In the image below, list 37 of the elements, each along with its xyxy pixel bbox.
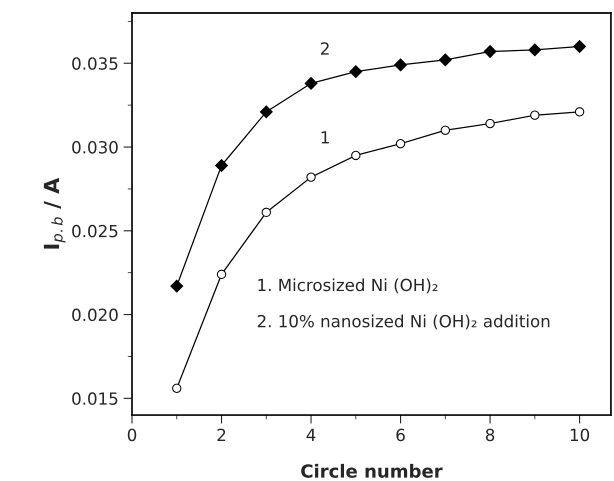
x-tick-label: 4: [306, 428, 316, 441]
point: [438, 53, 452, 66]
point: [396, 138, 406, 148]
x-tick-label: 2: [217, 428, 226, 441]
point: [530, 110, 540, 120]
point: [485, 118, 495, 128]
series-label: 2: [321, 42, 329, 55]
point: [262, 208, 271, 218]
point: [394, 58, 407, 72]
y-tick-label: 0.030: [72, 140, 118, 154]
point: [260, 105, 273, 118]
point: [216, 270, 226, 280]
annotation: 2. 10% nanosized Ni (OH)₂ addition: [258, 314, 550, 330]
y-tick-label: 0.025: [72, 224, 118, 238]
y-tick-label: 0.015: [72, 392, 118, 405]
point: [484, 45, 496, 58]
point: [440, 126, 450, 135]
point: [304, 76, 318, 90]
y-axis-title: I$_{p.b}$ / A: [44, 178, 66, 249]
x-tick-label: 0: [128, 428, 136, 442]
point: [528, 43, 542, 56]
point: [172, 384, 182, 393]
annotation: 1. Microsized Ni (OH)₂: [258, 278, 438, 294]
x-tick-label: 10: [570, 428, 590, 442]
point: [215, 159, 228, 172]
x-tick-label: 8: [486, 428, 494, 442]
point: [170, 280, 184, 293]
series-label: 1: [322, 131, 329, 144]
point: [349, 65, 362, 78]
point: [573, 40, 586, 53]
point: [306, 172, 316, 182]
point: [574, 107, 584, 117]
x-tick-label: 6: [396, 428, 405, 442]
y-tick-label: 0.020: [72, 308, 118, 322]
x-axis-title: Circle number: [301, 464, 443, 478]
point: [351, 150, 360, 160]
y-tick-label: 0.035: [72, 57, 118, 70]
